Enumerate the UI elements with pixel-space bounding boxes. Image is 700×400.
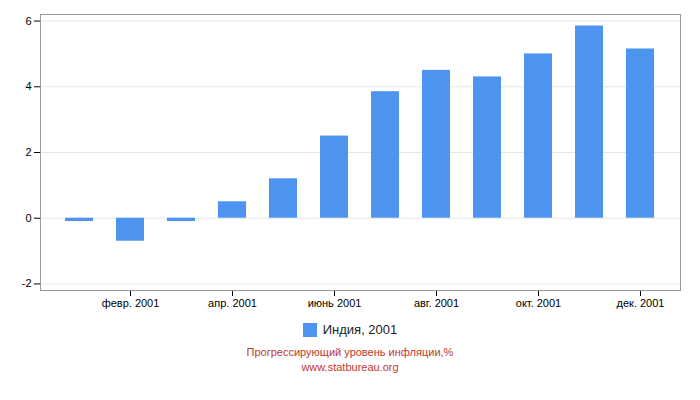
svg-text:0: 0: [25, 212, 31, 224]
html-text:www.statbureau.org: www.statbureau.org: [301, 361, 399, 373]
svg-text:авг. 2001: авг. 2001: [414, 297, 459, 309]
svg-text:окт. 2001: окт. 2001: [516, 297, 561, 309]
html-text:Прогрессирующий уровень инфляц: Прогрессирующий уровень инфляции,%: [246, 346, 454, 358]
svg-text:-2: -2: [22, 277, 32, 289]
svg-text:дек. 2001: дек. 2001: [617, 297, 665, 309]
svg-text:2: 2: [25, 146, 31, 158]
svg-text:6: 6: [25, 15, 31, 27]
svg-text:февр. 2001: февр. 2001: [102, 297, 160, 309]
svg-text:4: 4: [25, 80, 31, 92]
svg-text:июнь 2001: июнь 2001: [308, 297, 362, 309]
html-text:Индия, 2001: Индия, 2001: [322, 322, 398, 337]
svg-text:апр. 2001: апр. 2001: [208, 297, 257, 309]
